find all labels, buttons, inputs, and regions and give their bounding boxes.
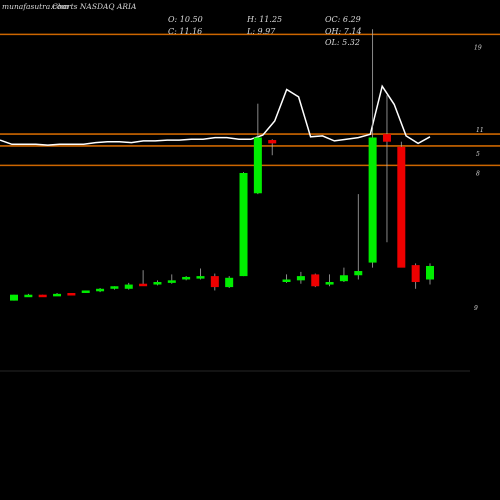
candle-body — [268, 140, 277, 144]
candles — [10, 29, 434, 301]
candle — [67, 293, 76, 296]
candle — [153, 280, 162, 286]
level-label: 5 — [476, 151, 480, 158]
candle — [182, 276, 191, 281]
axis-labels: 19 9 — [474, 45, 482, 312]
candle-body — [38, 294, 47, 298]
candle-body — [411, 265, 420, 283]
candle — [296, 271, 305, 284]
volume-curve — [0, 84, 431, 146]
candle-body — [382, 134, 391, 142]
candle-body — [196, 276, 205, 279]
candle-body — [110, 286, 119, 289]
candle-body — [296, 276, 305, 281]
header-ticker: Charts NASDAQ ARIA — [52, 2, 137, 11]
readout-oh: OH: 7.14 — [325, 27, 362, 36]
candle — [411, 263, 420, 289]
candle-body — [426, 265, 434, 280]
candle-body — [325, 282, 334, 285]
candle — [397, 141, 406, 268]
candle — [253, 103, 262, 195]
candle-body — [182, 276, 191, 280]
axis-label: 9 — [474, 305, 478, 312]
candle — [368, 29, 377, 268]
level-label: 11 — [476, 127, 484, 134]
candle — [81, 290, 90, 294]
candle-body — [53, 293, 62, 297]
candle — [311, 273, 320, 288]
candle — [325, 274, 334, 287]
candle-body — [153, 282, 162, 285]
candle — [225, 276, 234, 288]
candle — [110, 286, 119, 290]
candle-body — [239, 172, 248, 277]
candle-body — [124, 284, 133, 289]
candle — [339, 267, 348, 283]
candle-body — [311, 274, 320, 287]
candle — [139, 270, 148, 287]
candle-body — [10, 294, 18, 301]
candle-body — [139, 283, 148, 287]
candle-body — [225, 277, 234, 288]
readout-high: H: 11.25 — [246, 15, 282, 24]
readout-ol: OL: 5.32 — [325, 38, 360, 47]
candle-body — [354, 271, 363, 276]
candle — [53, 293, 62, 297]
candle-body — [282, 279, 291, 282]
readout-oc: OC: 6.29 — [325, 15, 361, 24]
candle-body — [81, 290, 90, 293]
candle-body — [253, 137, 262, 194]
candle — [282, 274, 291, 283]
candle — [38, 294, 47, 298]
axis-label: 19 — [474, 45, 482, 52]
candle-body — [24, 294, 33, 298]
candle — [210, 273, 219, 291]
candle-body — [167, 280, 176, 283]
readout-open: O: 10.50 — [168, 15, 203, 24]
header-source: munafasutra.com — [2, 2, 68, 11]
candle-body — [96, 288, 105, 292]
candle-body — [397, 146, 406, 268]
readout-close: C: 11.16 — [168, 27, 202, 36]
candle — [96, 287, 105, 293]
candle — [196, 268, 205, 280]
candle — [167, 274, 176, 284]
candle-body — [368, 137, 377, 263]
candle — [239, 172, 248, 277]
candle — [124, 282, 133, 290]
candle — [354, 194, 363, 280]
candle — [10, 294, 18, 301]
level-lines: 11 5 8 — [0, 33, 500, 372]
candle — [24, 293, 33, 298]
candle-body — [67, 293, 76, 296]
candle — [382, 95, 391, 243]
candle — [268, 139, 277, 156]
candle-body — [210, 276, 219, 288]
candle-body — [339, 275, 348, 282]
level-label: 8 — [476, 170, 480, 177]
candle — [426, 263, 434, 285]
volume-line — [0, 84, 431, 146]
readout-low: L: 9.97 — [246, 27, 276, 36]
